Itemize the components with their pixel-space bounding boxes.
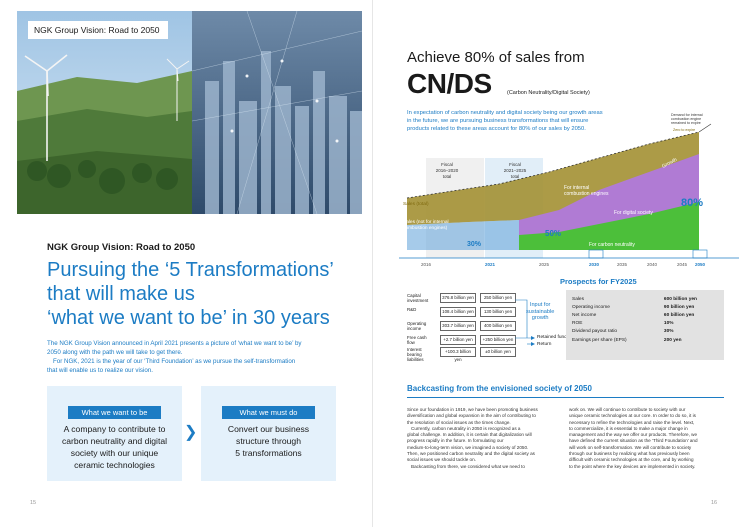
table-row: Earnings per share (EPS) 200 yen bbox=[572, 337, 682, 343]
svg-text:2050: 2050 bbox=[695, 262, 706, 267]
table-row: Interest bearing liabilities +100.3 bill… bbox=[407, 347, 522, 362]
right-title-sub: (Carbon Neutrality/Digital Society) bbox=[507, 90, 590, 96]
svg-text:2021: 2021 bbox=[485, 262, 496, 267]
non-ice-area bbox=[407, 220, 519, 250]
page-number: 15 bbox=[30, 500, 37, 506]
year-ticks: 2016 2021 2025 2030 2035 2040 2045 2050 bbox=[421, 262, 706, 267]
carbon-area bbox=[519, 202, 699, 250]
table-row: Net income 60 billion yen bbox=[572, 312, 695, 318]
photo-label: NGK Group Vision: Road to 2050 bbox=[28, 21, 168, 39]
sales-transition-chart: 2016 2021 2025 2030 2035 2040 2045 2050 … bbox=[399, 113, 739, 267]
want-to-be-box: What we want to be A company to contribu… bbox=[47, 386, 182, 481]
backcasting-title: Backcasting from the envisioned society … bbox=[407, 384, 592, 393]
svg-text:combustion engines): combustion engines) bbox=[403, 225, 448, 231]
page-title: Pursuing the ‘5 Transformations’ that wi… bbox=[47, 259, 334, 329]
table-row: Free cash flow +2.7 billion yen +250 bil… bbox=[407, 335, 522, 345]
body-column-1: Since our foundation in 1919, we have be… bbox=[407, 407, 538, 469]
zero-note: Zero to expire bbox=[673, 128, 695, 132]
table-row: R&D 108.4 billion yen 130 billion yen bbox=[407, 307, 522, 317]
table-row: Dividend payout ratio 30% bbox=[572, 329, 674, 335]
table-row: ROE 10% bbox=[572, 321, 674, 327]
sales-total-line bbox=[406, 131, 700, 199]
svg-text:2040: 2040 bbox=[647, 262, 658, 267]
right-title-line1: Achieve 80% of sales from bbox=[407, 49, 585, 66]
svg-text:2016–2020: 2016–2020 bbox=[436, 168, 459, 173]
svg-text:total: total bbox=[443, 174, 452, 179]
percent-50: 50% bbox=[545, 229, 561, 238]
percent-80: 80% bbox=[681, 197, 703, 209]
sales-total-label: Sales (total) bbox=[403, 201, 429, 207]
box-tag: What we want to be bbox=[68, 406, 161, 419]
retained-funds-label: Retained funds bbox=[537, 335, 570, 340]
svg-text:2035: 2035 bbox=[617, 262, 628, 267]
left-page: NGK Group Vision: Road to 2050 NGK Group… bbox=[17, 11, 362, 506]
right-description: In expectation of carbon neutrality and … bbox=[407, 110, 603, 133]
cover-photo bbox=[17, 11, 362, 214]
svg-text:2021–2025: 2021–2025 bbox=[504, 168, 527, 173]
percent-30: 30% bbox=[467, 241, 482, 248]
chevron-right-icon: ❯ bbox=[184, 424, 198, 441]
year-2050-marker bbox=[692, 249, 708, 259]
year-2030-marker bbox=[588, 249, 604, 259]
box-tag: What we must do bbox=[222, 406, 315, 419]
carbon-label: For carbon neutrality bbox=[589, 242, 635, 248]
return-label: Return bbox=[537, 342, 552, 347]
divider bbox=[407, 397, 724, 398]
city-landscape-image bbox=[17, 11, 362, 214]
table-row: Operating income 90 billion yen bbox=[572, 304, 695, 310]
svg-text:2030: 2030 bbox=[589, 262, 600, 267]
svg-text:2016: 2016 bbox=[421, 262, 432, 267]
right-page: Achieve 80% of sales from CN/DS (Carbon … bbox=[373, 0, 746, 527]
prospects-table: Sales 600 billion yen Operating income 90 … bbox=[566, 290, 724, 360]
ice-label: For internal bbox=[564, 185, 589, 191]
prospects-title: Prospects for FY2025 bbox=[560, 277, 637, 286]
box-text: A company to contribute to carbon neutra… bbox=[61, 424, 168, 470]
demand-note: Demand for internal bbox=[671, 113, 703, 117]
page-number: 16 bbox=[711, 500, 718, 506]
table-row: Operating income 303.7 billion yen 400 b… bbox=[407, 321, 522, 331]
svg-text:combustion engines: combustion engines bbox=[564, 191, 609, 197]
fiscal1-label: Fiscal bbox=[441, 162, 453, 167]
intro-text: The NGK Group Vision announced in April … bbox=[47, 340, 302, 374]
section-heading: NGK Group Vision: Road to 2050 bbox=[47, 242, 196, 253]
must-do-box: What we must do Convert our business str… bbox=[201, 386, 336, 481]
table-row: Sales 600 billion yen bbox=[572, 296, 697, 302]
svg-text:total: total bbox=[511, 174, 520, 179]
svg-text:combustion engine: combustion engine bbox=[671, 117, 701, 121]
box-text: Convert our business structure through 5… bbox=[227, 424, 310, 458]
fiscal2-label: Fiscal bbox=[509, 162, 521, 167]
svg-text:2045: 2045 bbox=[677, 262, 688, 267]
sales-not-ice-label: Sales (not for internal bbox=[403, 219, 449, 225]
body-column-2: work on. We will continue to contribute … bbox=[569, 407, 698, 469]
flow-arrows bbox=[515, 299, 535, 346]
right-title-main: CN/DS bbox=[407, 68, 492, 99]
digital-label: For digital society bbox=[614, 210, 653, 216]
input-growth-label: Input for sustainable growth bbox=[526, 302, 555, 321]
svg-text:2025: 2025 bbox=[539, 262, 550, 267]
table-row: Capital investment 376.8 billion yen 250… bbox=[407, 293, 522, 303]
svg-text:remained to expire: remained to expire bbox=[671, 121, 701, 125]
growth-extension bbox=[698, 123, 712, 133]
